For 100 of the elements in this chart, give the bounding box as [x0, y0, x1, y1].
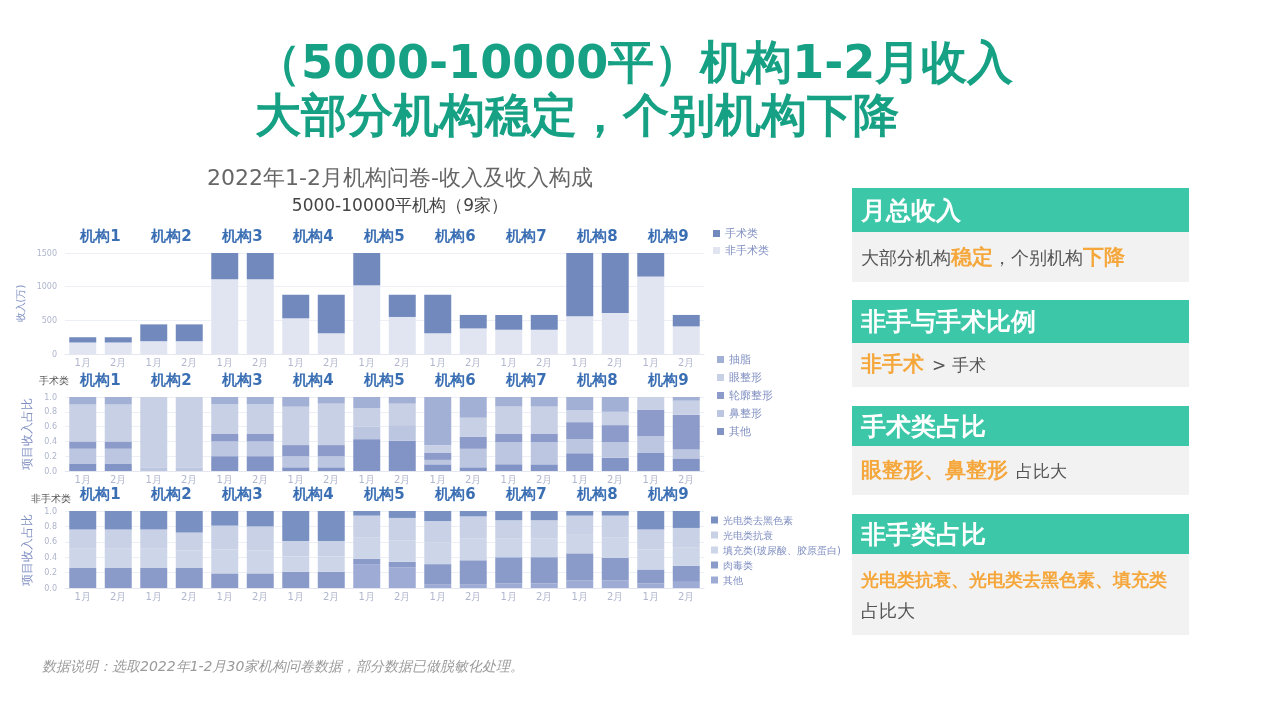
text: 机构4	[292, 227, 334, 245]
bar	[530, 397, 558, 407]
bar	[424, 564, 452, 585]
legend-label: 抽脂	[729, 353, 751, 366]
bar	[495, 314, 523, 330]
bar	[246, 511, 274, 527]
bar	[672, 397, 700, 401]
x-tick-label: 2月	[678, 590, 695, 602]
bar	[424, 445, 452, 453]
bar	[282, 406, 310, 446]
x-tick-label: 1月	[571, 590, 588, 602]
x-tick-label: 2月	[536, 590, 553, 602]
bar	[495, 557, 523, 584]
x-tick-label: 2月	[536, 356, 553, 368]
bar	[495, 442, 523, 465]
bar	[282, 467, 310, 471]
bar	[140, 397, 168, 468]
bar	[495, 397, 523, 407]
x-tick-label: 1月	[145, 473, 162, 485]
bar	[104, 567, 132, 588]
text: 眼整形、鼻整形	[861, 457, 1008, 482]
text: 非手与手术比例	[852, 300, 1189, 343]
bar	[69, 337, 97, 343]
x-tick-label: 1月	[358, 473, 375, 485]
x-tick-label: 1月	[500, 356, 517, 368]
legend-label: 光电类抗衰	[723, 529, 773, 541]
x-tick-label: 1月	[74, 356, 91, 368]
x-tick-label: 2月	[465, 590, 482, 602]
x-tick-label: 2月	[678, 356, 695, 368]
text: 机构8	[576, 485, 618, 503]
y-tick-label: 1000	[36, 282, 57, 292]
y-axis-title: 收入(万)	[15, 284, 27, 323]
y-tick-label: 0.6	[44, 422, 57, 432]
bar	[601, 397, 629, 412]
text: 数据说明：选取2022年1-2月30家机构问卷数据，部分数据已做脱敏化处理。	[42, 658, 525, 676]
text: 光电类抗衰、光电类去黑色素、填充类	[861, 568, 1167, 590]
text: 机构9	[647, 485, 689, 503]
text: 下降	[1083, 244, 1125, 269]
y-axis-title: 项目收入占比	[20, 513, 35, 586]
bar	[282, 397, 310, 407]
text: 机构9	[647, 371, 689, 389]
bar	[672, 414, 700, 450]
text: 机构6	[434, 485, 476, 503]
x-tick-label: 2月	[465, 473, 482, 485]
x-tick-label: 1月	[429, 590, 446, 602]
bar	[317, 467, 345, 471]
y-tick-label: 0.2	[44, 568, 57, 578]
bar	[140, 324, 168, 342]
text: 月总收入	[852, 188, 1189, 232]
bar	[104, 448, 132, 464]
bar	[317, 456, 345, 468]
x-tick-label: 1月	[287, 473, 304, 485]
text: 机构2	[150, 371, 192, 389]
chart-title: 手术类	[39, 374, 69, 386]
bar	[140, 567, 168, 588]
bar	[637, 583, 665, 588]
bar	[69, 511, 97, 530]
bar	[424, 511, 452, 522]
bar	[246, 456, 274, 471]
text: 机构3	[221, 227, 263, 245]
x-tick-label: 1月	[642, 473, 659, 485]
x-tick-label: 1月	[358, 590, 375, 602]
text: 机构1	[79, 227, 121, 245]
x-tick-label: 1月	[287, 590, 304, 602]
bar	[530, 583, 558, 588]
y-tick-label: 1.0	[44, 506, 57, 516]
bar	[424, 584, 452, 588]
text: 占比大	[861, 599, 915, 621]
x-tick-label: 2月	[607, 473, 624, 485]
bar	[317, 403, 345, 446]
bar	[104, 463, 132, 471]
x-tick-label: 1月	[571, 473, 588, 485]
y-tick-label: 0	[51, 349, 57, 359]
bar	[317, 294, 345, 334]
bar	[637, 511, 665, 530]
bar	[672, 458, 700, 471]
x-tick-label: 2月	[252, 590, 269, 602]
bar	[282, 571, 310, 588]
bar	[566, 397, 594, 411]
x-tick-label: 1月	[642, 590, 659, 602]
text: ，个别机构	[993, 246, 1083, 268]
text: 大部分机构	[861, 246, 951, 268]
bar	[282, 445, 310, 457]
bar	[175, 567, 203, 588]
bar	[672, 449, 700, 459]
bar	[353, 439, 381, 471]
bar	[566, 453, 594, 471]
bar	[282, 511, 310, 542]
bar	[495, 464, 523, 471]
bar	[530, 442, 558, 465]
bar	[353, 397, 381, 409]
bar	[211, 573, 239, 588]
legend-label: 轮廓整形	[729, 389, 773, 402]
x-tick-label: 1月	[571, 356, 588, 368]
text: （5000-10000平）机构1-2月收入	[255, 35, 1014, 89]
bar	[530, 557, 558, 584]
x-tick-label: 1月	[642, 356, 659, 368]
bar	[388, 294, 416, 317]
bar	[601, 425, 629, 443]
bar	[211, 441, 239, 457]
